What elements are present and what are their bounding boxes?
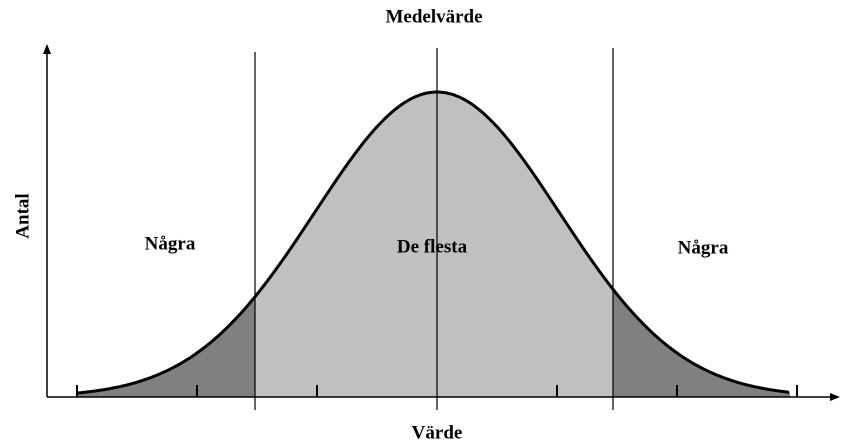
bell-curve xyxy=(76,90,790,395)
x-label: Värde xyxy=(412,422,463,443)
region-label: Några xyxy=(678,237,729,258)
region-label: Några xyxy=(145,233,196,254)
curve-group xyxy=(76,90,790,397)
x-arrow xyxy=(830,393,840,401)
right-tail xyxy=(613,289,790,397)
title: Medelvärde xyxy=(385,6,482,27)
y-label: Antal xyxy=(12,193,33,238)
left-tail xyxy=(77,296,255,397)
y-arrow xyxy=(43,44,51,54)
region-label: De flesta xyxy=(397,236,468,257)
dividers xyxy=(254,48,614,410)
ticks xyxy=(76,385,798,397)
